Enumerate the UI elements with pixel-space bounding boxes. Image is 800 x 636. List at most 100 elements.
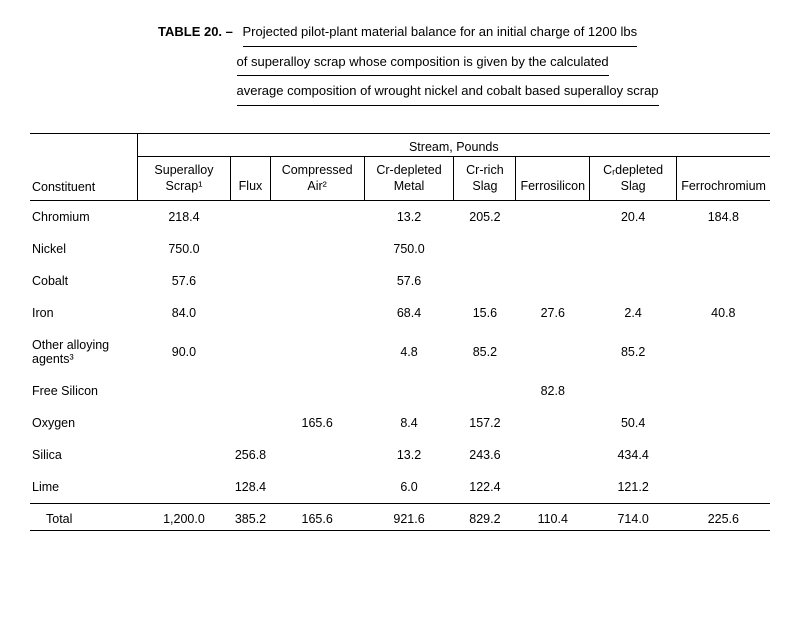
row-constituent: Silica — [30, 439, 137, 471]
row-constituent: Nickel — [30, 233, 137, 265]
table-cell: 68.4 — [364, 297, 454, 329]
table-cell — [270, 439, 364, 471]
table-cell — [677, 329, 770, 375]
total-cell: 714.0 — [590, 504, 677, 531]
caption-line-3: average composition of wrought nickel an… — [237, 79, 659, 106]
row-constituent: Cobalt — [30, 265, 137, 297]
header-col8: Ferrochromium — [677, 157, 770, 201]
table-cell: 50.4 — [590, 407, 677, 439]
table-cell — [270, 329, 364, 375]
table-cell — [231, 265, 270, 297]
header-col1: Superalloy Scrap¹ — [137, 157, 231, 201]
table-cell — [231, 407, 270, 439]
table-cell — [677, 233, 770, 265]
table-row: Other alloying agents³90.04.885.285.2 — [30, 329, 770, 375]
caption-line-1: Projected pilot-plant material balance f… — [243, 20, 638, 47]
table-cell: 84.0 — [137, 297, 231, 329]
table-cell — [137, 375, 231, 407]
row-constituent: Chromium — [30, 201, 137, 234]
table-cell — [270, 265, 364, 297]
total-cell: 829.2 — [454, 504, 516, 531]
table-cell — [231, 297, 270, 329]
total-cell: 165.6 — [270, 504, 364, 531]
table-cell: 13.2 — [364, 201, 454, 234]
table-cell: 218.4 — [137, 201, 231, 234]
caption-line-2: of superalloy scrap whose composition is… — [237, 50, 609, 77]
header-col5: Cr-rich Slag — [454, 157, 516, 201]
table-cell: 20.4 — [590, 201, 677, 234]
table-cell — [516, 439, 590, 471]
row-constituent: Other alloying agents³ — [30, 329, 137, 375]
table-cell — [270, 233, 364, 265]
table-cell — [590, 375, 677, 407]
header-col2: Flux — [231, 157, 270, 201]
header-col7: Cᵣdepleted Slag — [590, 157, 677, 201]
header-col3: Compressed Air² — [270, 157, 364, 201]
table-cell — [677, 407, 770, 439]
table-row: Chromium218.4 13.2205.2 20.4184.8 — [30, 201, 770, 234]
table-cell — [270, 297, 364, 329]
total-cell: 921.6 — [364, 504, 454, 531]
table-row: Free Silicon82.8 — [30, 375, 770, 407]
table-cell — [364, 375, 454, 407]
table-cell — [677, 471, 770, 504]
table-cell — [137, 439, 231, 471]
table-cell — [677, 375, 770, 407]
table-cell — [270, 201, 364, 234]
row-constituent: Lime — [30, 471, 137, 504]
table-cell — [454, 233, 516, 265]
table-cell — [137, 471, 231, 504]
table-cell: 256.8 — [231, 439, 270, 471]
row-constituent: Free Silicon — [30, 375, 137, 407]
header-col4: Cr-depleted Metal — [364, 157, 454, 201]
table-cell: 4.8 — [364, 329, 454, 375]
table-cell: 750.0 — [137, 233, 231, 265]
table-cell — [677, 265, 770, 297]
table-cell: 121.2 — [590, 471, 677, 504]
row-constituent: Iron — [30, 297, 137, 329]
table-cell — [137, 407, 231, 439]
total-cell: 385.2 — [231, 504, 270, 531]
material-balance-table: Constituent Stream, Pounds Superalloy Sc… — [30, 133, 770, 531]
table-cell — [231, 201, 270, 234]
table-row: Lime128.46.0122.4121.2 — [30, 471, 770, 504]
table-cell: 85.2 — [590, 329, 677, 375]
table-cell — [270, 375, 364, 407]
table-cell: 57.6 — [364, 265, 454, 297]
table-cell: 243.6 — [454, 439, 516, 471]
total-label: Total — [30, 504, 137, 531]
caption-label: TABLE 20. – — [158, 24, 233, 39]
table-cell: 40.8 — [677, 297, 770, 329]
table-row: Iron84.068.415.627.62.440.8 — [30, 297, 770, 329]
table-cell: 2.4 — [590, 297, 677, 329]
table-cell — [231, 329, 270, 375]
header-stream: Stream, Pounds — [409, 140, 499, 154]
header-constituent: Constituent — [32, 180, 95, 194]
table-row: Cobalt57.657.6 — [30, 265, 770, 297]
table-cell — [516, 233, 590, 265]
table-cell — [516, 471, 590, 504]
table-cell: 184.8 — [677, 201, 770, 234]
table-cell — [590, 233, 677, 265]
table-row: Silica256.813.2243.6434.4 — [30, 439, 770, 471]
table-cell — [516, 329, 590, 375]
table-cell: 90.0 — [137, 329, 231, 375]
table-cell: 128.4 — [231, 471, 270, 504]
total-cell: 110.4 — [516, 504, 590, 531]
table-cell — [516, 407, 590, 439]
table-cell: 122.4 — [454, 471, 516, 504]
table-cell: 13.2 — [364, 439, 454, 471]
table-cell — [270, 471, 364, 504]
table-cell — [231, 233, 270, 265]
table-cell: 205.2 — [454, 201, 516, 234]
table-cell: 85.2 — [454, 329, 516, 375]
table-row: Nickel750.0750.0 — [30, 233, 770, 265]
table-cell — [231, 375, 270, 407]
row-constituent: Oxygen — [30, 407, 137, 439]
table-cell: 57.6 — [137, 265, 231, 297]
table-cell: 157.2 — [454, 407, 516, 439]
table-caption: TABLE 20. – Projected pilot-plant materi… — [158, 20, 678, 109]
table-cell — [516, 265, 590, 297]
table-total-row: Total 1,200.0 385.2 165.6 921.6 829.2 11… — [30, 504, 770, 531]
total-cell: 1,200.0 — [137, 504, 231, 531]
